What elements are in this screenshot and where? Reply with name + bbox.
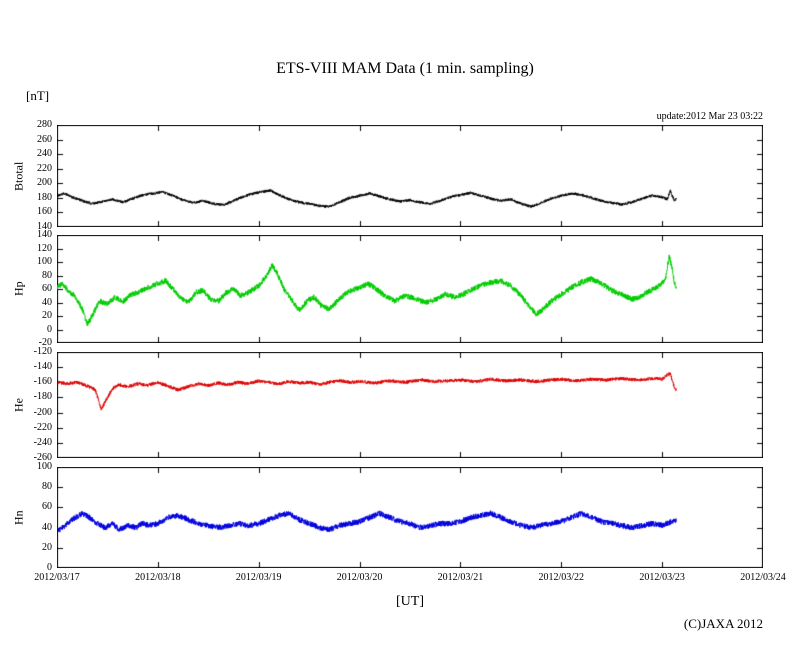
y-tick-label: 60 [42,501,52,513]
x-tick-label: 2012/03/24 [740,572,786,583]
panel-canvas-He [57,352,763,458]
y-tick-label: -200 [33,406,52,418]
y-axis-unit-label: [nT] [26,88,50,103]
y-tick-label: 120 [37,242,52,254]
y-tick-label: -120 [33,346,52,357]
panel-canvas-Hn [57,467,763,568]
y-tick-label: 20 [42,310,52,321]
y-tick-label: 280 [37,119,52,130]
y-tick-label: 160 [37,206,52,218]
y-tick-label: 20 [42,541,52,553]
y-tick-label: 40 [42,521,52,533]
y-tick-label: 100 [37,256,52,267]
y-tick-label: 0 [47,562,52,573]
y-tick-label: 80 [42,481,52,493]
x-tick-label: 2012/03/19 [235,572,282,583]
y-tick-label: 140 [37,229,52,240]
update-timestamp: update:2012 Mar 23 03:22 [656,111,763,122]
y-tick-label: -160 [33,376,52,388]
y-tick-label: 60 [42,283,52,294]
x-tick-label: 2012/03/22 [538,572,585,583]
y-tick-label: 100 [37,461,52,472]
x-tick-label: 2012/03/21 [437,572,484,583]
panel-canvas-Hp [57,235,763,343]
y-tick-label: -140 [33,361,52,373]
y-tick-label: 80 [42,269,52,281]
panel-canvas-Btotal [57,125,763,227]
y-tick-label: -220 [33,421,52,433]
x-tick-label: 2012/03/23 [639,572,685,583]
y-tick-label: -20 [38,337,52,348]
y-axis-name-Hn: Hn [11,510,26,525]
y-axis-name-Hp: Hp [11,281,26,297]
y-tick-label: 140 [37,221,52,232]
y-tick-label: 220 [37,162,52,174]
y-tick-label: 260 [37,133,52,145]
x-tick-label: 2012/03/18 [135,572,181,583]
y-axis-name-Btotal: Btotal [11,161,26,191]
y-tick-label: -180 [33,391,52,403]
y-axis-name-He: He [11,398,26,412]
x-tick-label: 2012/03/20 [336,572,383,583]
y-tick-label: -260 [33,452,52,463]
copyright-note: (C)JAXA 2012 [683,616,763,631]
y-tick-label: 180 [37,191,52,203]
x-tick-label: 2012/03/17 [34,572,80,583]
y-tick-label: -240 [33,436,52,448]
y-tick-label: 0 [47,323,52,335]
chart-title: ETS-VIII MAM Data (1 min. sampling) [276,60,534,77]
y-tick-label: 200 [37,177,52,189]
y-tick-label: 40 [42,296,52,308]
y-tick-label: 240 [37,148,52,160]
x-axis-unit-label: [UT] [396,594,424,609]
